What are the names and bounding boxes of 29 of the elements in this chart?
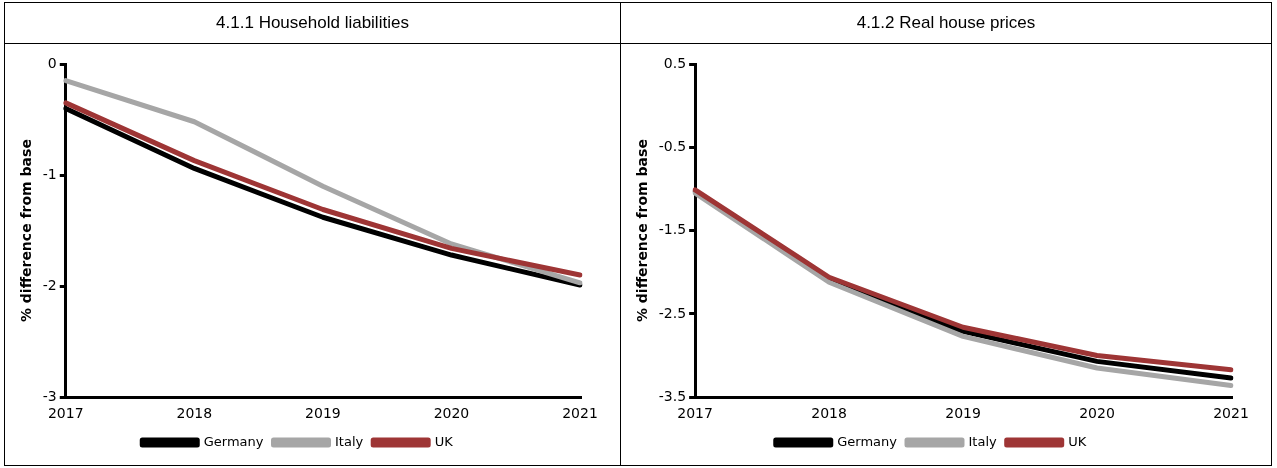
chart-title: 4.1.2 Real house prices [621, 3, 1271, 44]
y-tick-label: -2.5 [658, 304, 687, 321]
y-axis-title: % difference from base [18, 139, 35, 323]
legend-label: Germany [837, 433, 898, 449]
y-axis-title: % difference from base [634, 139, 651, 323]
x-tick-label: 2017 [47, 405, 84, 422]
legend-label: UK [1068, 433, 1087, 449]
y-tick-label: 0 [47, 54, 57, 71]
x-tick-label: 2020 [433, 405, 470, 422]
x-tick-label: 2018 [811, 405, 847, 422]
y-tick-label: -2 [42, 276, 57, 293]
x-tick-label: 2019 [945, 405, 981, 422]
y-tick-label: 0.5 [663, 54, 687, 71]
legend-label: Italy [968, 433, 998, 449]
legend-label: Germany [203, 433, 264, 449]
legend-label: UK [434, 433, 454, 449]
x-tick-label: 2018 [176, 405, 213, 422]
chart-title: 4.1.1 Household liabilities [5, 3, 620, 44]
legend-label: Italy [335, 433, 364, 449]
x-tick-label: 2020 [1079, 405, 1115, 422]
y-tick-label: -1.5 [658, 221, 687, 238]
x-tick-label: 2019 [305, 405, 341, 422]
y-tick-label: -3 [42, 387, 57, 404]
x-tick-label: 2021 [1213, 405, 1249, 422]
x-tick-label: 2017 [677, 405, 713, 422]
x-tick-label: 2021 [562, 405, 598, 422]
y-tick-label: -3.5 [658, 387, 687, 404]
y-tick-label: -0.5 [658, 137, 687, 154]
y-tick-label: -1 [42, 165, 57, 182]
